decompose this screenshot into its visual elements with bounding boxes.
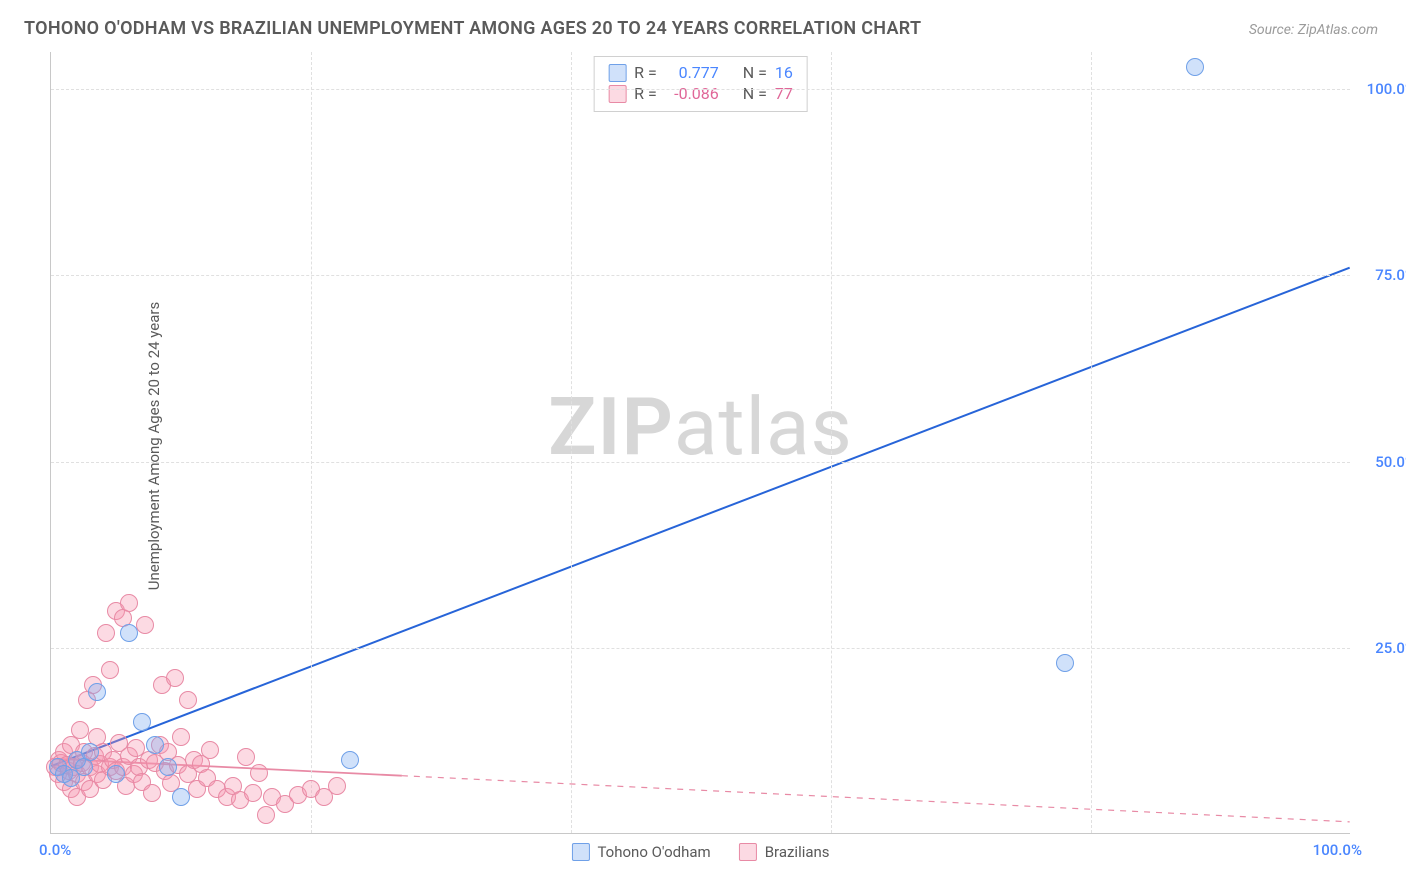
y-tick-label: 100.0% xyxy=(1367,80,1406,98)
scatter-plot: ZIPatlas R = 0.777 N = 16 R = -0.086 N =… xyxy=(50,52,1350,834)
data-point xyxy=(71,721,89,739)
watermark: ZIPatlas xyxy=(548,380,853,474)
gridline-h xyxy=(51,89,1350,90)
y-tick-label: 25.0% xyxy=(1375,639,1406,657)
n-label: N = xyxy=(743,84,767,103)
n-label: N = xyxy=(743,63,767,82)
series-legend: Tohono O'odham Brazilians xyxy=(571,843,829,861)
x-axis-max: 100.0% xyxy=(1313,841,1362,859)
gridline-h xyxy=(51,275,1350,276)
data-point xyxy=(341,751,359,769)
gridline-h xyxy=(51,462,1350,463)
data-point xyxy=(166,669,184,687)
watermark-atlas: atlas xyxy=(674,380,853,474)
r-label: R = xyxy=(634,84,657,103)
data-point xyxy=(81,743,99,761)
legend-row-series-1: R = 0.777 N = 16 xyxy=(608,63,793,82)
x-axis-min: 0.0% xyxy=(39,841,71,859)
chart-title: TOHONO O'ODHAM VS BRAZILIAN UNEMPLOYMENT… xyxy=(24,18,921,39)
data-point xyxy=(143,784,161,802)
y-tick-label: 50.0% xyxy=(1375,453,1406,471)
data-point xyxy=(201,741,219,759)
data-point xyxy=(244,784,262,802)
data-point xyxy=(107,765,125,783)
y-tick-label: 75.0% xyxy=(1375,266,1406,284)
n-value-1: 16 xyxy=(775,63,793,82)
data-point xyxy=(237,748,255,766)
data-point xyxy=(120,624,138,642)
data-point xyxy=(146,736,164,754)
gridline-h xyxy=(51,648,1350,649)
swatch-series-1 xyxy=(608,64,626,82)
data-point xyxy=(88,683,106,701)
data-point xyxy=(120,594,138,612)
data-point xyxy=(257,806,275,824)
watermark-zip: ZIP xyxy=(548,380,674,474)
legend-item-1: Tohono O'odham xyxy=(571,843,710,861)
legend-label-1: Tohono O'odham xyxy=(597,843,710,861)
gridline-v xyxy=(571,52,572,833)
data-point xyxy=(136,616,154,634)
legend-label-2: Brazilians xyxy=(765,843,830,861)
source-label: Source: ZipAtlas.com xyxy=(1249,22,1378,38)
data-point xyxy=(97,624,115,642)
data-point xyxy=(133,713,151,731)
r-value-1: 0.777 xyxy=(665,63,719,82)
gridline-v xyxy=(831,52,832,833)
data-point xyxy=(250,764,268,782)
data-point xyxy=(172,788,190,806)
swatch-series-1-b xyxy=(571,843,589,861)
data-point xyxy=(101,661,119,679)
gridline-v xyxy=(311,52,312,833)
n-value-2: 77 xyxy=(775,84,793,103)
data-point xyxy=(1056,654,1074,672)
trendlines xyxy=(51,52,1350,833)
legend-item-2: Brazilians xyxy=(739,843,830,861)
data-point xyxy=(328,777,346,795)
data-point xyxy=(1186,58,1204,76)
correlation-legend: R = 0.777 N = 16 R = -0.086 N = 77 xyxy=(593,56,808,112)
gridline-v xyxy=(1091,52,1092,833)
r-label: R = xyxy=(634,63,657,82)
data-point xyxy=(172,728,190,746)
swatch-series-2 xyxy=(608,85,626,103)
swatch-series-2-b xyxy=(739,843,757,861)
data-point xyxy=(179,691,197,709)
r-value-2: -0.086 xyxy=(665,84,719,103)
data-point xyxy=(159,758,177,776)
legend-row-series-2: R = -0.086 N = 77 xyxy=(608,84,793,103)
